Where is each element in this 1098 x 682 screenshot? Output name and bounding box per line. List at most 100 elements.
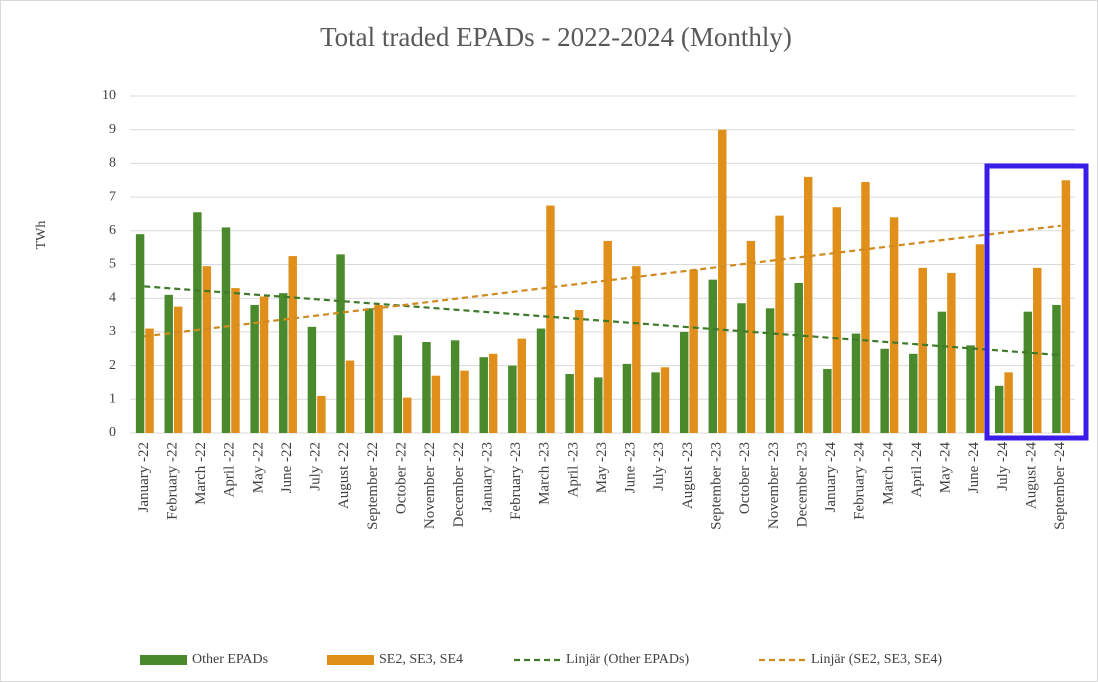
y-tick-label: 9	[109, 122, 116, 137]
bar	[145, 328, 154, 433]
bar	[193, 212, 202, 433]
x-tick-label: March -24	[880, 442, 896, 505]
bar	[288, 256, 297, 433]
bar	[851, 333, 861, 433]
bar	[1004, 372, 1013, 433]
trend-line	[144, 224, 1061, 338]
bar	[622, 363, 632, 433]
x-tick-label: June -23	[623, 442, 639, 493]
x-tick-label: October -23	[737, 442, 753, 514]
y-tick-label: 10	[102, 88, 116, 103]
x-tick-label: March -22	[193, 442, 209, 505]
bar	[565, 374, 574, 433]
bar	[803, 176, 813, 433]
trend-line	[144, 285, 1061, 357]
bar	[431, 375, 441, 433]
bar	[679, 331, 689, 433]
bar	[794, 283, 803, 433]
bar	[307, 326, 317, 433]
bar	[718, 129, 727, 433]
bar	[422, 342, 431, 433]
y-tick-label: 8	[109, 156, 116, 171]
bar	[651, 372, 660, 433]
bar	[364, 308, 374, 433]
x-tick-label: September -22	[365, 442, 381, 530]
bar	[336, 254, 345, 433]
bar	[861, 181, 870, 433]
x-tick-label: July -23	[651, 442, 667, 491]
bar	[403, 397, 412, 433]
y-tick-label: 3	[109, 324, 116, 339]
y-tick-label: 2	[109, 358, 116, 373]
x-tick-label: August -23	[680, 442, 696, 509]
bar	[689, 269, 698, 433]
bar	[994, 385, 1004, 433]
legend-label: Other EPADs	[192, 652, 268, 667]
bar	[765, 308, 775, 433]
x-tick-label: January -23	[479, 442, 495, 512]
bar	[909, 353, 918, 433]
bar	[880, 348, 889, 433]
x-tick-label: March -23	[537, 442, 553, 505]
bar	[632, 266, 641, 433]
x-tick-label: November -23	[766, 442, 782, 529]
legend-label: SE2, SE3, SE4	[379, 652, 463, 667]
bar	[918, 267, 927, 433]
highlight-box	[984, 163, 1089, 441]
chart-title: Total traded EPADs - 2022-2024 (Monthly)	[320, 22, 792, 52]
bar	[488, 353, 498, 433]
bar	[517, 338, 527, 433]
bar	[135, 234, 145, 433]
legend-swatch	[140, 655, 187, 665]
bar	[708, 279, 718, 433]
bar	[947, 272, 956, 433]
legend-swatch	[327, 655, 374, 665]
bar	[937, 311, 947, 433]
bar	[603, 240, 612, 433]
bar	[832, 207, 842, 433]
x-tick-label: January -22	[136, 442, 152, 512]
bar	[823, 368, 832, 433]
bar	[250, 304, 259, 433]
x-tick-label: April -23	[565, 442, 581, 497]
bar	[173, 306, 183, 433]
bar	[1061, 180, 1071, 433]
x-tick-label: September -23	[708, 442, 724, 530]
y-tick-label: 4	[109, 290, 116, 305]
bar	[966, 345, 975, 433]
y-tick-label: 1	[109, 392, 116, 407]
bar	[374, 304, 383, 433]
x-tick-label: June -24	[966, 442, 982, 494]
bar	[746, 240, 756, 433]
x-tick-label: December -23	[794, 442, 810, 527]
bar	[317, 395, 326, 433]
bar	[574, 309, 584, 433]
bar	[1052, 304, 1061, 433]
bar	[536, 328, 546, 433]
bar	[164, 294, 173, 433]
bar	[737, 303, 746, 433]
bar	[1023, 311, 1033, 433]
x-tick-label: November -22	[422, 442, 438, 529]
x-tick-label: December -22	[451, 442, 467, 527]
x-tick-label: February -23	[508, 442, 524, 520]
x-tick-label: October -22	[393, 442, 409, 514]
y-tick-label: 6	[109, 223, 116, 238]
bar	[1033, 267, 1042, 433]
bar	[460, 370, 469, 433]
x-tick-label: May -24	[938, 442, 954, 494]
y-tick-label: 0	[109, 425, 116, 440]
x-tick-label: July -24	[995, 442, 1011, 491]
bar	[345, 360, 355, 433]
x-tick-label: April -24	[909, 442, 925, 498]
bar	[231, 288, 240, 433]
x-tick-label: June -22	[279, 442, 295, 493]
bar	[546, 205, 555, 433]
x-tick-label: May -23	[594, 442, 610, 493]
y-axis-label: TWh	[34, 221, 49, 250]
legend-label: Linjär (SE2, SE3, SE4)	[811, 652, 942, 667]
bar	[975, 244, 985, 433]
x-tick-label: July -22	[308, 442, 324, 491]
x-tick-label: May -22	[250, 442, 266, 493]
